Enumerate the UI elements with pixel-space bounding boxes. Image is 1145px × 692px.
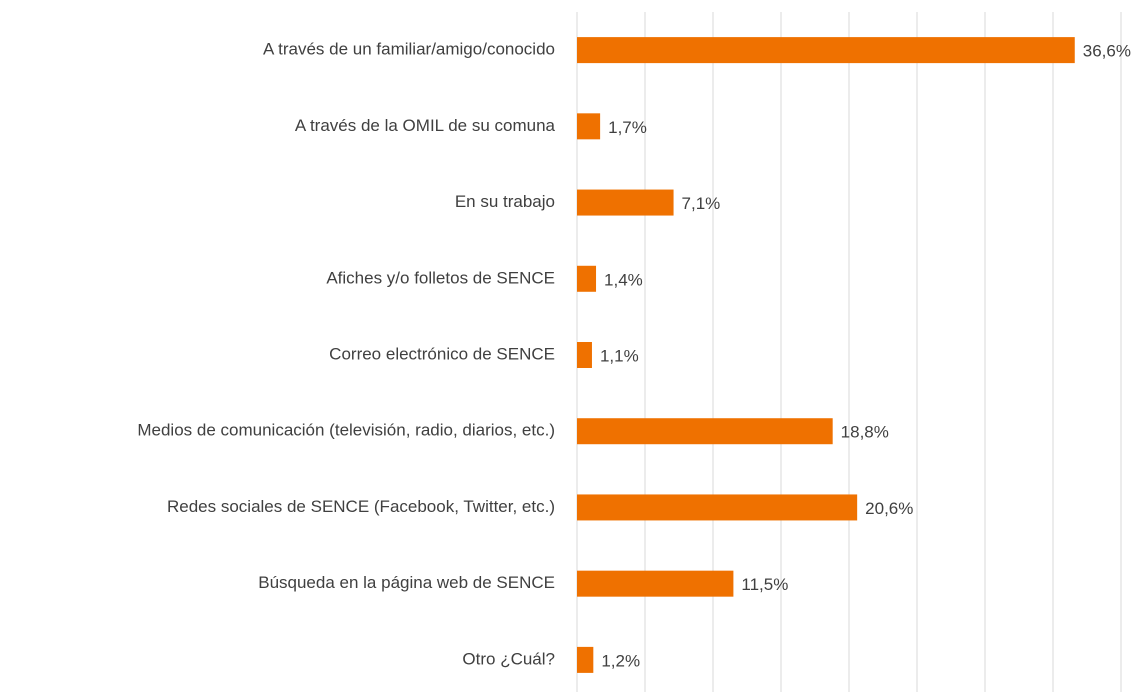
category-label: Redes sociales de SENCE (Facebook, Twitt… [167, 497, 555, 516]
bar [577, 494, 858, 521]
bar [577, 342, 592, 368]
value-label: 1,4% [604, 270, 643, 289]
category-label: A través de la OMIL de su comuna [295, 116, 556, 135]
bar [577, 265, 597, 292]
bar [577, 189, 674, 216]
category-label: Búsqueda en la página web de SENCE [258, 573, 555, 592]
category-label: Medios de comunicación (televisión, radi… [137, 421, 555, 440]
value-label: 1,7% [608, 118, 647, 137]
category-label: Afiches y/o folletos de SENCE [326, 268, 555, 287]
category-label: Otro ¿Cuál? [462, 649, 555, 668]
category-label: A través de un familiar/amigo/conocido [263, 40, 555, 59]
bar [577, 37, 1075, 64]
category-label: En su trabajo [455, 192, 555, 211]
bar [577, 113, 601, 140]
value-label: 18,8% [841, 423, 889, 442]
value-label: 1,2% [601, 651, 640, 670]
bar [577, 418, 833, 445]
category-label: Correo electrónico de SENCE [329, 344, 555, 363]
bar [577, 570, 734, 597]
value-label: 20,6% [865, 499, 913, 518]
value-label: 1,1% [600, 346, 639, 365]
value-label: 36,6% [1083, 42, 1131, 61]
value-label: 7,1% [682, 194, 721, 213]
value-label: 11,5% [741, 575, 788, 594]
bar [577, 646, 594, 673]
